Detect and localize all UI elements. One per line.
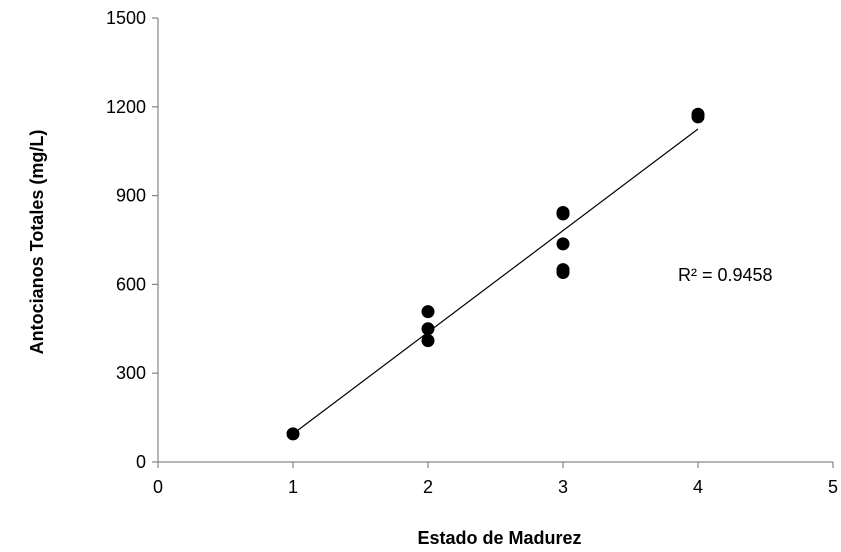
x-tick-label: 2 [423, 477, 433, 497]
x-tick-label: 3 [558, 477, 568, 497]
r-squared-annotation: R² = 0.9458 [678, 265, 773, 285]
x-tick-label: 5 [828, 477, 838, 497]
data-point [556, 263, 570, 277]
y-axis-title: Antocianos Totales (mg/L) [27, 130, 47, 355]
data-point [556, 205, 570, 219]
data-point [421, 322, 435, 336]
data-point [421, 334, 435, 348]
y-tick-label: 600 [116, 274, 146, 294]
y-tick-label: 1500 [106, 8, 146, 28]
tick-labels: 0 300 600 900 1200 1500 0 1 2 3 4 5 [106, 8, 838, 497]
data-point [421, 305, 435, 319]
x-tick-label: 4 [693, 477, 703, 497]
y-tick-label: 300 [116, 363, 146, 383]
x-axis-title: Estado de Madurez [417, 528, 581, 548]
data-point [556, 237, 570, 251]
trendline-layer [292, 128, 699, 435]
x-tick-label: 1 [288, 477, 298, 497]
y-tick-label: 1200 [106, 97, 146, 117]
y-tick-label: 900 [116, 186, 146, 206]
data-point [691, 107, 705, 121]
data-points [286, 107, 705, 441]
data-point [286, 427, 300, 441]
axes [152, 17, 834, 468]
y-tick-label: 0 [136, 452, 146, 472]
trendline [292, 128, 699, 435]
x-tick-label: 0 [153, 477, 163, 497]
